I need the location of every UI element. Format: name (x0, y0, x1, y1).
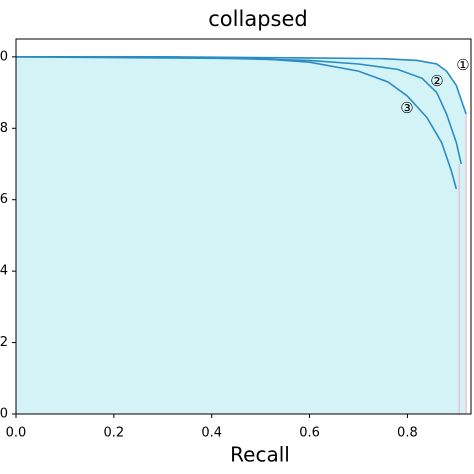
y-tick-label: 0.6 (0, 192, 8, 207)
area-fill (16, 56, 467, 414)
curve-annotation: ② (430, 72, 443, 90)
x-tick-label: 0.4 (201, 426, 222, 441)
y-tick-label: 0.2 (0, 335, 8, 350)
curve-annotation: ③ (400, 99, 413, 117)
y-tick-label: 0.8 (0, 121, 8, 136)
plot-frame (15, 38, 472, 415)
x-axis-label: Recall (230, 443, 290, 467)
y-tick-label: 0.4 (0, 264, 8, 279)
y-tick-label: 1.0 (0, 49, 8, 64)
chart-title: collapsed (208, 7, 307, 31)
curve-annotation: ① (456, 56, 469, 74)
pr-curve (16, 56, 467, 115)
x-tick-label: 0.8 (397, 426, 418, 441)
pr-curve (15, 56, 458, 190)
x-tick-label: 0.6 (299, 426, 320, 441)
x-tick-label: 0.2 (104, 426, 125, 441)
y-tick-label: 0.0 (0, 407, 8, 422)
x-tick-label: 0.0 (6, 426, 27, 441)
